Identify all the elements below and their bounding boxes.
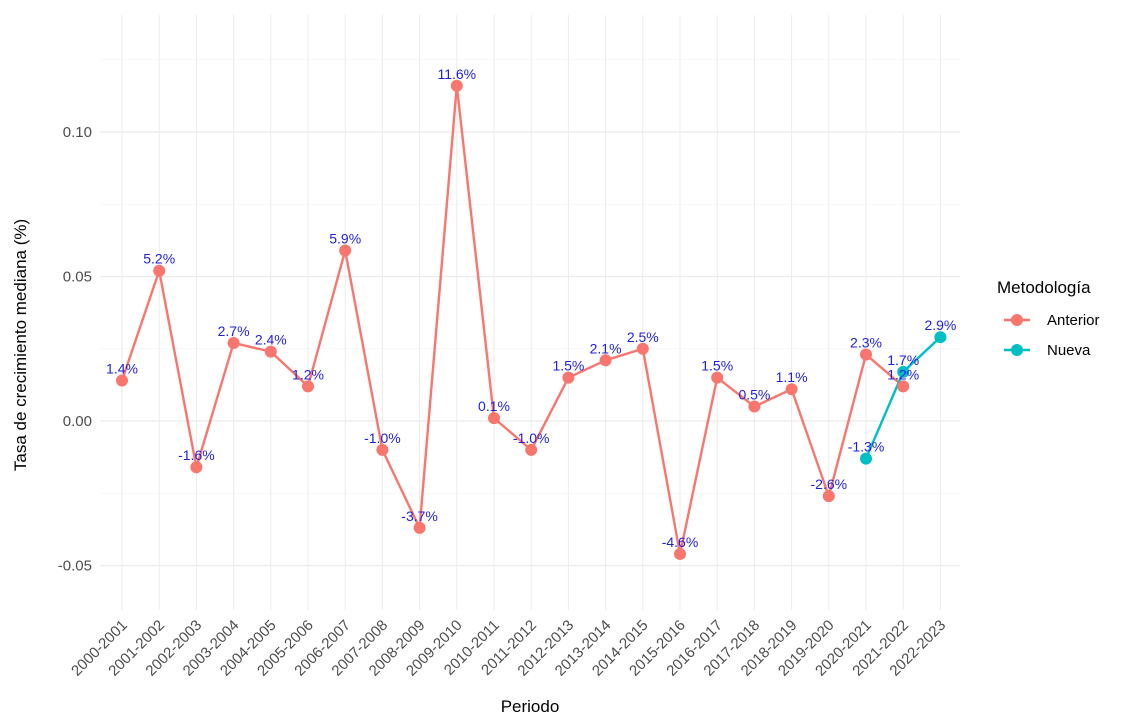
data-point bbox=[488, 412, 500, 425]
data-point bbox=[153, 264, 166, 277]
legend-key-point bbox=[1011, 344, 1023, 356]
data-label: 1.7% bbox=[887, 352, 919, 368]
data-point bbox=[785, 383, 798, 396]
data-point bbox=[599, 354, 612, 367]
legend-title: Metodología bbox=[997, 278, 1091, 297]
data-label: 11.6% bbox=[437, 66, 476, 82]
grid bbox=[100, 15, 960, 610]
data-label: -3.7% bbox=[401, 508, 438, 524]
legend: Metodología Anterior Nueva bbox=[997, 278, 1100, 359]
data-label: 0.1% bbox=[478, 398, 510, 414]
y-tick-label: 0.05 bbox=[63, 269, 92, 286]
data-label: 1.2% bbox=[292, 366, 324, 382]
data-label: 5.9% bbox=[329, 230, 361, 246]
data-point bbox=[748, 400, 761, 413]
data-label: 5.2% bbox=[143, 251, 175, 267]
data-point bbox=[636, 342, 649, 355]
data-label: 2.9% bbox=[924, 317, 956, 333]
data-label: 2.7% bbox=[218, 323, 250, 339]
legend-label: Anterior bbox=[1047, 312, 1100, 329]
data-labels: 1.4% 5.2% -1.6% 2.7% 2.4% 1.2% 5.9% -1.0% -3.7% 1… bbox=[106, 66, 956, 550]
data-label: -4.6% bbox=[662, 534, 699, 550]
data-label: -1.6% bbox=[178, 447, 215, 463]
data-point bbox=[339, 244, 352, 257]
data-label: 2.3% bbox=[850, 335, 882, 351]
data-point bbox=[860, 348, 872, 361]
data-point bbox=[190, 461, 203, 474]
data-point bbox=[674, 547, 686, 560]
y-axis-title: Tasa de crecimiento mediana (%) bbox=[11, 219, 30, 471]
data-label: -1.0% bbox=[513, 430, 550, 446]
legend-label: Nueva bbox=[1047, 342, 1091, 359]
data-label: -2.6% bbox=[811, 476, 848, 492]
y-axis-ticks: -0.05 0.00 0.05 0.10 bbox=[58, 124, 92, 575]
data-point bbox=[227, 336, 240, 349]
data-point bbox=[302, 380, 314, 393]
data-point bbox=[897, 365, 910, 378]
data-point bbox=[264, 345, 277, 358]
x-axis-title: Periodo bbox=[501, 697, 560, 715]
data-point bbox=[450, 79, 463, 92]
data-label: 2.5% bbox=[627, 329, 659, 345]
y-tick-label: -0.05 bbox=[58, 558, 92, 575]
data-label: 0.5% bbox=[738, 387, 770, 403]
data-label: -1.0% bbox=[364, 430, 401, 446]
data-point bbox=[562, 371, 575, 384]
series-points bbox=[116, 79, 947, 560]
data-label: 1.5% bbox=[552, 358, 584, 374]
data-label: 1.4% bbox=[106, 361, 138, 377]
data-label: 2.4% bbox=[255, 332, 287, 348]
data-label: -1.3% bbox=[848, 439, 885, 455]
data-point bbox=[376, 443, 389, 456]
data-point bbox=[711, 371, 724, 384]
data-label: 1.5% bbox=[701, 358, 733, 374]
data-label: 1.2% bbox=[887, 366, 919, 382]
data-label: 1.1% bbox=[776, 369, 808, 385]
data-point bbox=[116, 374, 128, 387]
data-point bbox=[897, 380, 910, 393]
series-line-anterior bbox=[120, 84, 904, 556]
data-point bbox=[525, 443, 538, 456]
data-point bbox=[822, 490, 835, 503]
data-label: 2.1% bbox=[590, 340, 622, 356]
y-tick-label: 0.10 bbox=[63, 124, 92, 141]
legend-key-point bbox=[1011, 314, 1023, 326]
x-axis-ticks: 2000-20012001-20022002-20032003-20042004… bbox=[68, 617, 949, 680]
data-point bbox=[413, 521, 426, 534]
y-tick-label: 0.00 bbox=[63, 413, 92, 430]
data-point bbox=[934, 331, 947, 344]
data-point bbox=[860, 452, 872, 465]
